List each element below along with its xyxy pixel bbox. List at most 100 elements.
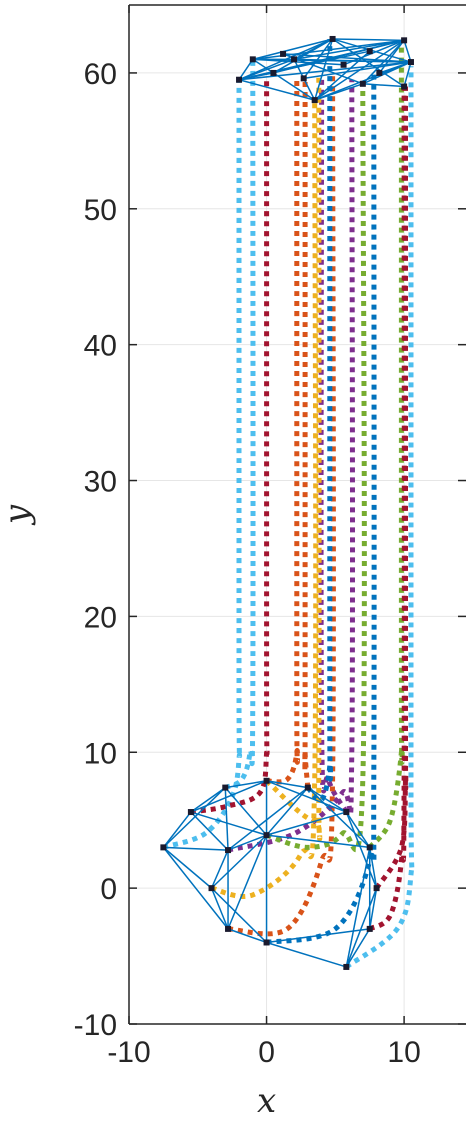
- final-formation-edge: [343, 39, 405, 66]
- y-tick-label: 50: [84, 194, 117, 227]
- x-tick-label: 0: [258, 1036, 275, 1069]
- final-formation-edge: [332, 38, 405, 88]
- y-tick-label: 30: [84, 466, 117, 499]
- final-formation-node: [401, 37, 408, 44]
- initial-formation-edge: [307, 787, 371, 848]
- initial-formation-node: [225, 925, 232, 932]
- initial-formation-node: [208, 885, 215, 892]
- initial-formation-edge: [368, 888, 378, 930]
- initial-formation-node: [366, 925, 373, 932]
- final-formation-node: [329, 35, 336, 42]
- y-tick-label: 10: [84, 737, 117, 770]
- final-formation-node: [280, 50, 287, 57]
- initial-formation-node: [225, 847, 232, 854]
- initial-formation-edge: [345, 928, 371, 968]
- initial-formation-edge: [345, 811, 378, 889]
- trajectory-12: [227, 72, 336, 937]
- initial-formation-node: [160, 844, 167, 851]
- initial-formation-edge: [224, 787, 229, 851]
- final-formation-edge: [252, 38, 333, 61]
- initial-formation-edge: [210, 887, 229, 930]
- initial-formation-node: [263, 939, 270, 946]
- initial-formation-edge: [345, 811, 371, 848]
- initial-formation-edge: [211, 887, 268, 944]
- final-formation-node: [376, 69, 383, 76]
- initial-formation-node: [343, 809, 350, 816]
- final-formation-node: [270, 69, 277, 76]
- y-tick-label: 40: [84, 330, 117, 363]
- trajectory-16: [305, 39, 333, 803]
- initial-formation-node: [366, 844, 373, 851]
- initial-formation-node: [263, 832, 270, 839]
- x-axis-label: x: [257, 1081, 276, 1121]
- initial-formation-edge: [266, 928, 370, 944]
- final-formation-edge: [332, 38, 405, 42]
- final-formation-edge: [238, 50, 370, 81]
- final-formation-node: [407, 59, 414, 66]
- y-axis-label: y: [0, 504, 37, 526]
- final-formation-edge: [252, 58, 344, 66]
- initial-formation-node: [373, 885, 380, 892]
- trajectory-9: [368, 86, 407, 932]
- initial-formation-edge: [211, 834, 268, 889]
- initial-formation-edge: [368, 847, 378, 889]
- final-formation-edge: [362, 61, 412, 85]
- initial-formation-node: [187, 809, 194, 816]
- final-formation-edge: [283, 53, 412, 63]
- trajectory-2: [190, 79, 270, 815]
- initial-formation-edge: [225, 780, 267, 789]
- initial-formation-edge: [162, 846, 213, 889]
- initial-formation-edge: [227, 928, 267, 944]
- initial-formation-edge: [163, 846, 229, 851]
- final-formation-node: [401, 83, 408, 90]
- final-formation-edge: [362, 39, 405, 85]
- final-formation-edge: [238, 58, 254, 81]
- initial-formation-edge: [190, 811, 229, 851]
- trajectory-4: [266, 79, 301, 785]
- initial-formation-edge: [190, 780, 267, 813]
- final-formation-node: [291, 56, 298, 63]
- final-formation-edge: [362, 83, 405, 88]
- initial-formation-edge: [266, 780, 347, 813]
- x-tick-label: 10: [387, 1036, 420, 1069]
- final-formation-node: [311, 97, 318, 104]
- final-formation-edge: [378, 39, 405, 74]
- final-formation-edge: [273, 38, 333, 74]
- initial-formation-edge: [162, 811, 192, 848]
- final-formation-node: [300, 75, 307, 82]
- final-formation-edge: [403, 61, 412, 87]
- initial-formation-edge: [190, 811, 267, 836]
- initial-formation-edge: [265, 787, 309, 836]
- trajectory-10: [344, 66, 415, 969]
- y-tick-label: 20: [84, 601, 117, 634]
- initial-formation-edge: [266, 780, 308, 789]
- final-formation-edge: [252, 58, 316, 101]
- y-tick-label: -10: [74, 1009, 117, 1042]
- initial-formation-edge: [224, 787, 268, 836]
- trajectory-8: [374, 86, 409, 890]
- initial-formation-edge: [345, 847, 371, 968]
- final-formation-edge: [403, 40, 412, 63]
- final-formation-node: [366, 48, 373, 55]
- final-formation-node: [359, 80, 366, 87]
- initial-formation-edge: [345, 887, 378, 968]
- formations: [160, 35, 414, 970]
- final-formation-edge: [252, 39, 405, 61]
- trajectory-5: [302, 79, 311, 788]
- y-tick-label: 60: [84, 58, 117, 91]
- tick-labels: -10 0 10 -10 0 10 20 30 40 50 60: [74, 58, 421, 1069]
- initial-formation-edge: [210, 849, 229, 889]
- initial-formation-edge: [162, 846, 229, 930]
- trajectory-7: [367, 45, 405, 850]
- trajectory-14: [227, 79, 356, 853]
- axes: [128, 4, 466, 1025]
- trajectory-13: [210, 100, 319, 899]
- initial-formation-node: [343, 963, 350, 970]
- final-formation-edge: [303, 38, 334, 79]
- initial-formation-edge: [227, 834, 267, 851]
- final-formation-node: [340, 61, 347, 68]
- final-formation-edge: [238, 61, 412, 81]
- final-formation-edge: [303, 61, 412, 80]
- initial-formation-edge: [190, 786, 226, 813]
- final-formation-edge: [238, 79, 315, 101]
